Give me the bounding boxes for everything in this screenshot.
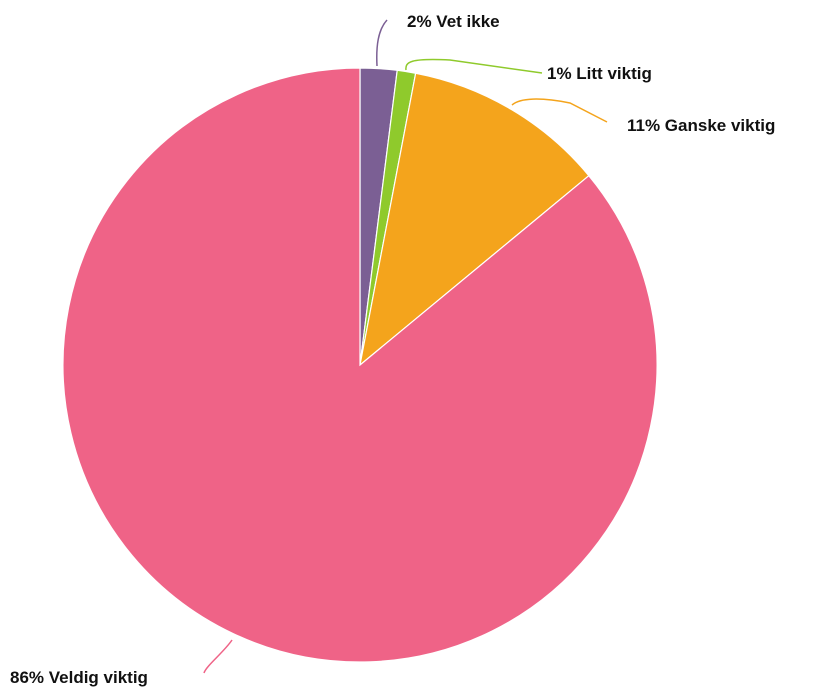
- labels-layer: 2% Vet ikke 1% Litt viktig 11% Ganske vi…: [10, 12, 775, 687]
- slice-label-veldig-viktig: 86% Veldig viktig: [10, 668, 148, 687]
- leader-line-veldig-viktig: [203, 639, 233, 674]
- slice-label-vet-ikke: 2% Vet ikke: [407, 12, 500, 31]
- slice-label-ganske-viktig: 11% Ganske viktig: [627, 116, 775, 135]
- pie-slice-ganske-viktig: [359, 72, 590, 367]
- slices-layer: [62, 67, 658, 663]
- leader-line-ganske-viktig: [511, 98, 608, 123]
- leader-line-vet-ikke: [376, 19, 388, 67]
- leader-lines-layer: [203, 19, 608, 674]
- pie-slice-veldig-viktig: [62, 67, 658, 663]
- slice-label-litt-viktig: 1% Litt viktig: [547, 64, 652, 83]
- leader-line-litt-viktig: [405, 58, 543, 74]
